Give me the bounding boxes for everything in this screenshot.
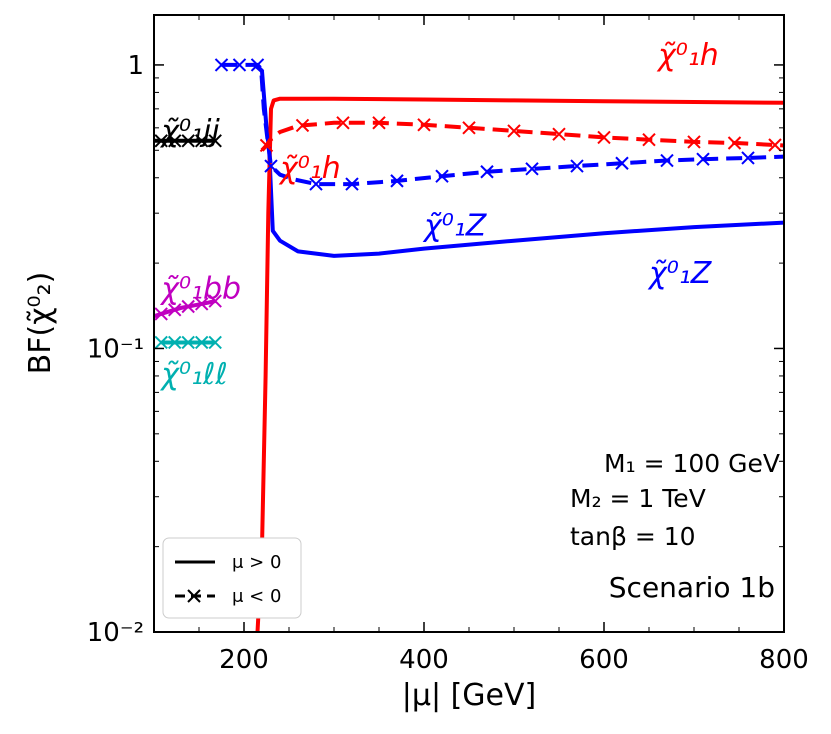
series-marker-3 xyxy=(687,135,701,149)
series-marker-2 xyxy=(214,58,229,72)
scenario-label: Scenario 1b xyxy=(609,571,775,604)
x-tick-label: 600 xyxy=(579,645,629,675)
series-marker-4 xyxy=(154,134,168,148)
y-tick-label: 10⁻¹ xyxy=(87,334,144,364)
series-marker-2 xyxy=(741,151,755,165)
legend-box xyxy=(162,537,302,619)
series-marker-5 xyxy=(154,307,168,321)
series-marker-2 xyxy=(264,159,278,173)
series-marker-6 xyxy=(167,335,182,350)
series-marker-3 xyxy=(336,116,350,130)
curve-label-bb: χ̃⁰₁bb xyxy=(159,272,241,307)
series-marker-2 xyxy=(232,58,247,72)
series-marker-5 xyxy=(181,299,195,314)
series-marker-2 xyxy=(390,174,404,188)
series-marker-2 xyxy=(615,156,629,170)
series-marker-3 xyxy=(727,136,742,150)
series-marker-2 xyxy=(696,152,710,166)
series-marker-3 xyxy=(462,121,476,135)
series-marker-3 xyxy=(507,124,521,138)
x-tick-label: 200 xyxy=(219,645,269,675)
series-marker-4 xyxy=(208,134,222,148)
series-marker-3 xyxy=(552,127,566,141)
series-marker-6 xyxy=(194,335,209,350)
series-marker-2 xyxy=(250,58,265,72)
series-marker-3 xyxy=(642,132,656,147)
y-tick-label: 1 xyxy=(127,51,144,81)
curve-label-ll: χ̃⁰₁ℓℓ xyxy=(159,357,228,392)
curve-label-h-neg: χ̃⁰₁h xyxy=(278,151,341,186)
series-marker-2 xyxy=(345,177,359,191)
legend: μ > 0 μ < 0 xyxy=(162,537,302,619)
series-marker-4 xyxy=(167,134,182,148)
series-marker-2 xyxy=(525,162,539,176)
series-marker-2 xyxy=(480,165,494,179)
series-marker-3 xyxy=(295,118,310,133)
y-axis-label: BF(χ̃⁰₂) xyxy=(23,272,58,375)
param-m2: M₂ = 1 TeV xyxy=(570,484,706,513)
series-marker-3 xyxy=(597,130,611,145)
x-tick-label: 400 xyxy=(399,645,449,675)
series-layer xyxy=(154,58,784,632)
x-axis-label: |μ| [GeV] xyxy=(402,678,536,713)
annotations: χ̃⁰₁h χ̃⁰₁h χ̃⁰₁Z χ̃⁰₁Z χ̃⁰₁jj χ̃⁰₁bb χ̃⁰₁ℓℓ xyxy=(159,38,719,392)
series-marker-6 xyxy=(208,335,222,350)
series-marker-2 xyxy=(309,177,323,191)
series-marker-4 xyxy=(181,134,195,148)
series-marker-2 xyxy=(570,159,584,173)
series-marker-6 xyxy=(181,335,195,350)
series-marker-6 xyxy=(154,335,168,350)
series-marker-5 xyxy=(208,294,222,308)
series-line-5 xyxy=(154,299,216,319)
param-tanb: tanβ = 10 xyxy=(570,522,696,551)
legend-neg-label: μ < 0 xyxy=(232,586,281,607)
series-line-1 xyxy=(255,96,784,632)
curve-label-z-neg: χ̃⁰₁Z xyxy=(422,209,488,244)
series-marker-3 xyxy=(259,138,274,153)
series-marker-3 xyxy=(372,116,386,130)
series-marker-4 xyxy=(194,134,209,148)
x-tick-label: 800 xyxy=(759,645,809,675)
curve-label-z-pos: χ̃⁰₁Z xyxy=(647,256,713,291)
series-marker-5 xyxy=(167,303,182,317)
series-line-3 xyxy=(260,120,784,152)
series-marker-2 xyxy=(435,169,449,183)
series-marker-3 xyxy=(768,138,782,152)
series-marker-2 xyxy=(660,153,674,168)
curve-label-h-pos: χ̃⁰₁h xyxy=(656,38,719,73)
param-m1: M₁ = 100 GeV xyxy=(604,449,780,478)
series-marker-5 xyxy=(194,297,209,311)
legend-x-marker xyxy=(187,589,201,603)
plot-frame xyxy=(153,14,785,633)
ticks-layer: 200 400 600 800 1 10⁻¹ 10⁻² xyxy=(87,15,809,675)
series-marker-3 xyxy=(417,118,431,132)
y-tick-label: 10⁻² xyxy=(87,618,144,648)
legend-pos-label: μ > 0 xyxy=(232,552,281,573)
curve-label-jj: χ̃⁰₁jj xyxy=(159,114,220,149)
